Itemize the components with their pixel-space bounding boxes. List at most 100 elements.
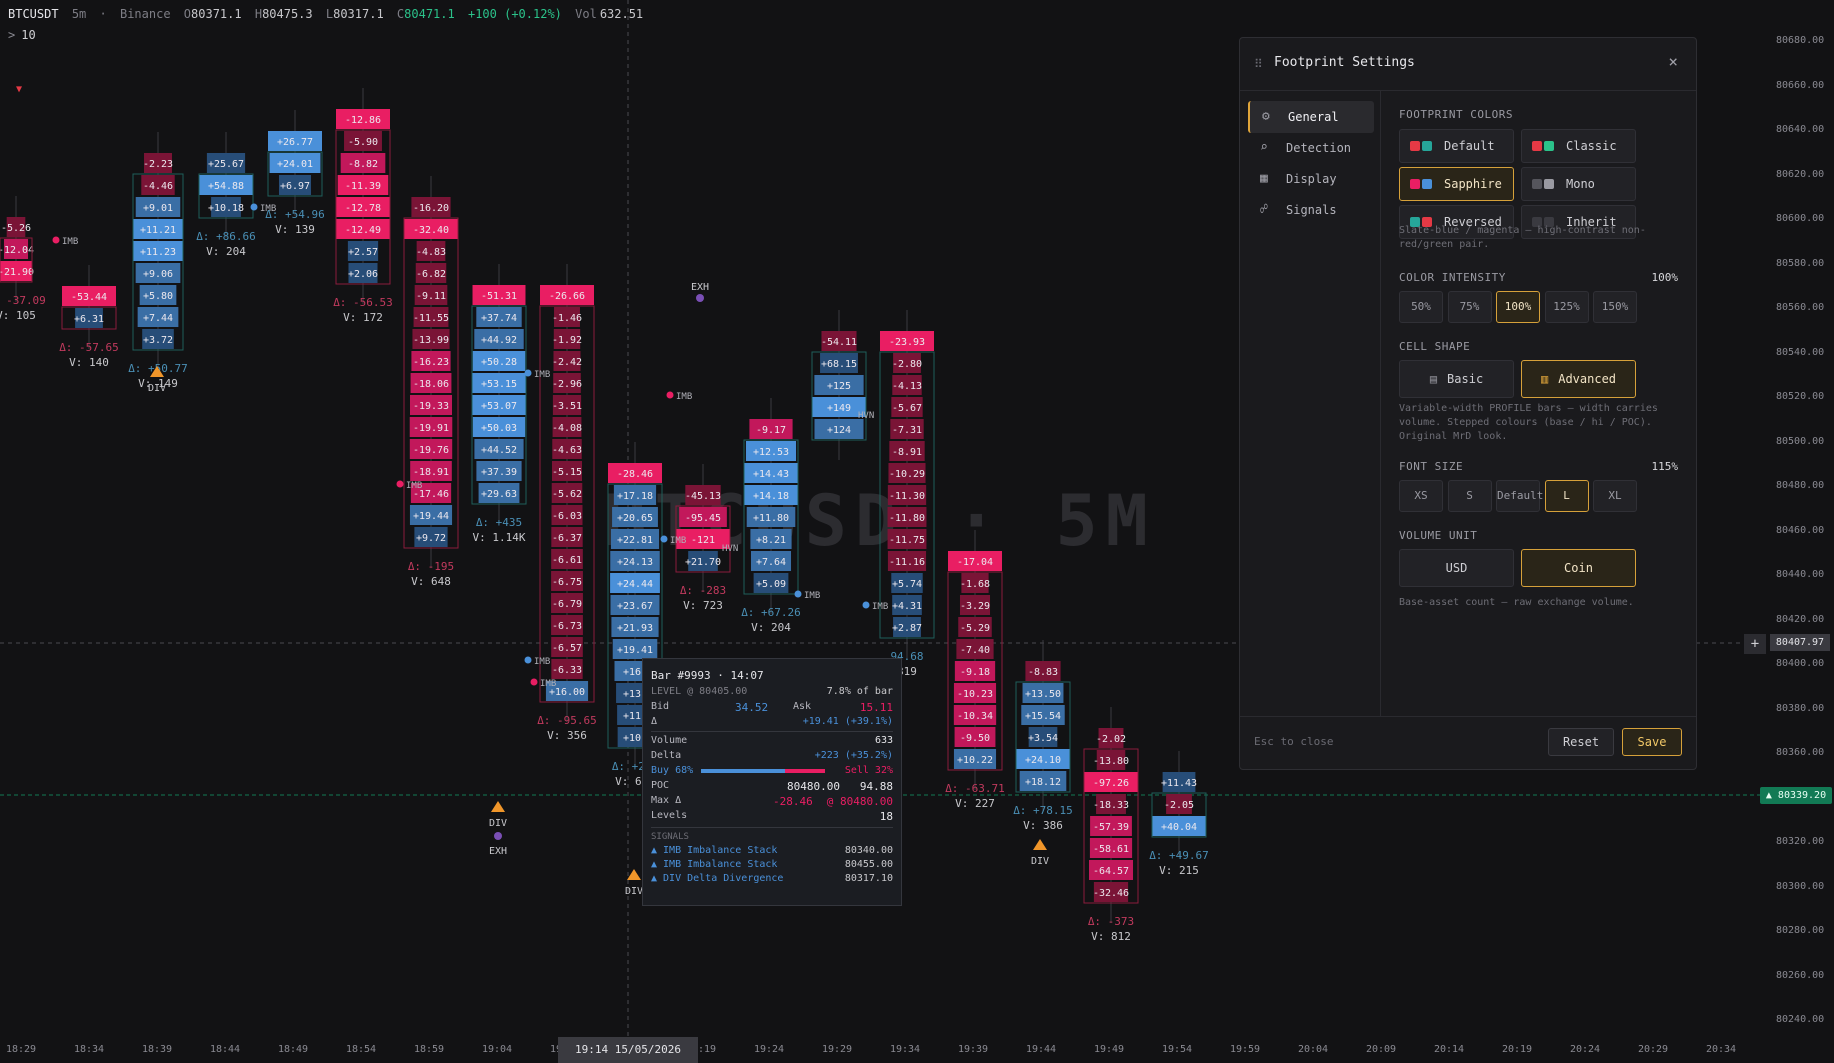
font-size-option[interactable]: XL — [1593, 480, 1637, 512]
footprint-cell[interactable] — [612, 507, 658, 527]
close-icon[interactable]: × — [1668, 52, 1678, 71]
imbalance-dot[interactable] — [524, 369, 532, 377]
footprint-bar[interactable]: -45.13 -95.45 -121 +21.70 Δ: -283 V: 723 — [675, 464, 731, 612]
footprint-cell[interactable] — [812, 397, 866, 417]
footprint-cell[interactable] — [612, 639, 658, 659]
cell-shape-basic[interactable]: ▤ Basic — [1399, 360, 1514, 398]
footprint-cell[interactable] — [1096, 794, 1126, 814]
imbalance-dot[interactable] — [660, 535, 668, 543]
footprint-cell[interactable] — [415, 263, 447, 283]
footprint-bar[interactable]: -2.23 -4.46 +9.01 +11.21 +11.23 +9.06 +5.80 +7.… — [128, 132, 188, 390]
footprint-cell[interactable] — [891, 573, 923, 593]
footprint-cell[interactable] — [610, 551, 660, 571]
footprint-cell[interactable] — [892, 595, 922, 615]
footprint-bar[interactable]: -54.11 +68.15 +125 +149 +124 — [811, 310, 867, 460]
footprint-cell[interactable] — [6, 217, 26, 237]
footprint-cell[interactable] — [551, 483, 583, 503]
footprint-cell[interactable] — [135, 197, 181, 217]
footprint-cell[interactable] — [540, 285, 594, 305]
footprint-cell[interactable] — [552, 439, 582, 459]
chevron-right-icon[interactable]: > — [8, 28, 16, 42]
font-size-option[interactable]: Default — [1496, 480, 1543, 512]
footprint-bar[interactable]: -16.20 -32.40 -4.83 -6.82 -9.11 -11.55 -13.99 -… — [403, 176, 459, 588]
color-option-reversed[interactable]: Reversed — [1399, 205, 1514, 239]
footprint-cell[interactable] — [62, 286, 116, 306]
footprint-cell[interactable] — [206, 153, 246, 173]
intensity-option[interactable]: 100% — [1496, 291, 1540, 323]
footprint-cell[interactable] — [344, 131, 382, 151]
footprint-cell[interactable] — [1093, 882, 1129, 902]
footprint-cell[interactable] — [744, 463, 798, 483]
footprint-cell[interactable] — [142, 329, 174, 349]
footprint-cell[interactable] — [410, 461, 452, 481]
footprint-cell[interactable] — [1096, 750, 1126, 770]
footprint-cell[interactable] — [474, 439, 524, 459]
footprint-bar[interactable]: -12.86 -5.90 -8.82 -11.39 -12.78 -12.49 +2.57 +… — [333, 88, 393, 324]
footprint-cell[interactable] — [199, 175, 253, 195]
footprint-cell[interactable] — [414, 285, 448, 305]
footprint-cell[interactable] — [676, 529, 730, 549]
nav-item-signals[interactable]: ☍ Signals — [1248, 194, 1372, 226]
footprint-bar[interactable]: -8.83 +13.50 +15.54 +3.54 +24.10 +18.12 Δ: +78… — [1013, 640, 1073, 832]
interval-label[interactable]: 5m — [71, 7, 87, 21]
color-option-classic[interactable]: Classic — [1521, 129, 1636, 163]
footprint-cell[interactable] — [133, 219, 183, 239]
footprint-cell[interactable] — [688, 551, 718, 571]
indicator-toggle[interactable]: >10 — [8, 28, 36, 42]
footprint-cell[interactable] — [551, 505, 583, 525]
footprint-cell[interactable] — [893, 353, 921, 373]
footprint-cell[interactable] — [269, 153, 321, 173]
imbalance-dot[interactable] — [794, 590, 802, 598]
footprint-cell[interactable] — [887, 551, 927, 571]
footprint-cell[interactable] — [411, 197, 451, 217]
imbalance-dot[interactable] — [524, 656, 532, 664]
footprint-cell[interactable] — [1090, 816, 1132, 836]
footprint-cell[interactable] — [336, 197, 390, 217]
nav-item-detection[interactable]: ⌕ Detection — [1248, 132, 1372, 164]
intensity-option[interactable]: 50% — [1399, 291, 1443, 323]
footprint-cell[interactable] — [610, 573, 660, 593]
footprint-cell[interactable] — [404, 219, 458, 239]
exhaustion-dot[interactable] — [494, 832, 502, 840]
volume-unit-usd[interactable]: USD — [1399, 549, 1514, 587]
symbol-name[interactable]: BTCUSDT — [8, 7, 59, 21]
divergence-triangle-icon[interactable] — [1033, 839, 1047, 850]
footprint-cell[interactable] — [0, 261, 32, 281]
footprint-cell[interactable] — [814, 375, 864, 395]
footprint-cell[interactable] — [551, 615, 583, 635]
footprint-cell[interactable] — [750, 551, 792, 571]
footprint-cell[interactable] — [472, 395, 526, 415]
footprint-cell[interactable] — [410, 483, 452, 503]
footprint-bar[interactable]: -17.04 -1.68 -3.29 -5.29 -7.40 -9.18 -10.23 -10… — [945, 530, 1005, 810]
footprint-cell[interactable] — [340, 153, 386, 173]
footprint-cell[interactable] — [1089, 838, 1133, 858]
intensity-option[interactable]: 150% — [1593, 291, 1637, 323]
footprint-cell[interactable] — [954, 727, 996, 747]
footprint-cell[interactable] — [472, 373, 526, 393]
footprint-cell[interactable] — [746, 507, 796, 527]
footprint-cell[interactable] — [141, 175, 175, 195]
footprint-cell[interactable] — [1084, 772, 1138, 792]
footprint-cell[interactable] — [750, 529, 792, 549]
imbalance-dot[interactable] — [862, 601, 870, 609]
exhaustion-dot[interactable] — [696, 294, 704, 302]
footprint-bar[interactable]: -28.46 +17.18 +20.65 +22.81 +24.13 +24.44 +23.… — [607, 442, 663, 788]
footprint-cell[interactable] — [211, 197, 241, 217]
footprint-cell[interactable] — [749, 419, 793, 439]
footprint-cell[interactable] — [753, 573, 789, 593]
imbalance-dot[interactable] — [666, 391, 674, 399]
footprint-cell[interactable] — [144, 153, 172, 173]
footprint-cell[interactable] — [478, 483, 520, 503]
footprint-cell[interactable] — [545, 681, 589, 701]
imbalance-dot[interactable] — [52, 236, 60, 244]
footprint-cell[interactable] — [685, 485, 721, 505]
footprint-cell[interactable] — [610, 529, 660, 549]
footprint-bar[interactable]: -9.17 +12.53 +14.43 +14.18 +11.80 +8.21 +7.64 +… — [741, 398, 801, 634]
footprint-bar[interactable]: -26.66 -1.46 -1.92 -2.42 -2.96 -3.51 -4.08 -4.6… — [537, 264, 597, 742]
footprint-cell[interactable] — [348, 263, 378, 283]
footprint-cell[interactable] — [3, 239, 29, 259]
footprint-cell[interactable] — [1152, 816, 1206, 836]
footprint-cell[interactable] — [135, 263, 181, 283]
footprint-cell[interactable] — [410, 373, 452, 393]
footprint-cell[interactable] — [1162, 772, 1196, 792]
